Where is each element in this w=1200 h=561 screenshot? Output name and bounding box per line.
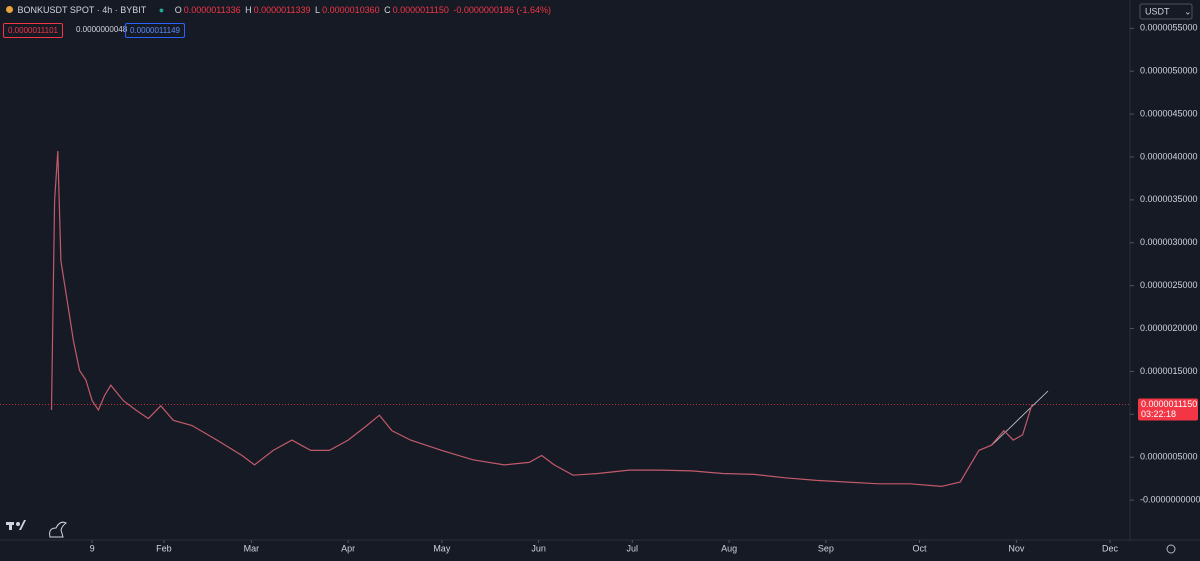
y-tick-label: -0.0000000000 — [1140, 494, 1200, 504]
currency-select[interactable] — [1139, 3, 1193, 20]
status-dot: ● — [158, 5, 165, 15]
ohlc-value: 0.0000011339 — [253, 5, 311, 15]
y-tick-label: 0.0000035000 — [1140, 194, 1198, 204]
x-tick-label: Sep — [818, 543, 834, 553]
x-tick-label: Aug — [721, 543, 737, 553]
symbol: BONKUSDT SPOT · 4h · BYBIT — [17, 5, 147, 15]
sell-button[interactable]: 0.0000011101 — [3, 23, 63, 38]
y-tick-label: 0.0000040000 — [1140, 151, 1198, 161]
y-tick-label: 0.0000020000 — [1140, 323, 1198, 333]
ohlc-label: O — [174, 5, 182, 15]
spread: 0.0000000048 — [76, 25, 128, 34]
x-tick-label: Mar — [244, 543, 260, 553]
last-price-tag — [1138, 398, 1198, 421]
change: -0.0000000186 (-1.64%) — [453, 5, 551, 15]
x-tick-label: Nov — [1008, 543, 1025, 553]
y-tick-label: 0.0000005000 — [1140, 452, 1198, 462]
price-line — [50, 150, 1033, 488]
settings-icon[interactable] — [1166, 544, 1176, 554]
x-tick-label: Oct — [913, 543, 928, 553]
x-tick-label: Jul — [627, 543, 639, 553]
icon[interactable] — [49, 521, 67, 538]
x-tick-label: May — [433, 543, 451, 553]
buy-button[interactable]: 0.0000011149 — [125, 23, 185, 38]
dropdown-caret: ⌄ — [1184, 6, 1192, 16]
x-tick-label: Apr — [341, 543, 355, 553]
y-tick-label: 0.0000025000 — [1140, 280, 1198, 290]
currency[interactable]: USDT — [1145, 6, 1170, 16]
ohlc-value: 0.0000011336 — [183, 5, 241, 15]
coin-icon — [6, 6, 13, 13]
trend-line[interactable] — [991, 390, 1049, 446]
y-tick-label: 0.0000055000 — [1140, 23, 1198, 33]
x-tick-label: Feb — [156, 543, 172, 553]
y-tick-label: 0.0000050000 — [1140, 66, 1198, 76]
ohlc-label: L — [315, 5, 321, 15]
countdown: 03:22:18 — [1141, 409, 1176, 419]
ohlc-label: C — [384, 5, 391, 15]
y-tick-label: 0.0000015000 — [1140, 366, 1198, 376]
ohlc-value: 0.0000011150 — [392, 5, 449, 15]
x-tick-label: Dec — [1102, 543, 1119, 553]
tv-logo[interactable] — [6, 520, 26, 530]
last-price-label: 0.0000011150 — [1141, 399, 1197, 409]
legend: BONKUSDT SPOT · 4h · BYBIT ● O 0.00000113… — [6, 5, 553, 15]
ohlc-value: 0.0000010360 — [322, 5, 380, 15]
ohlc-label: H — [245, 5, 252, 15]
x-tick-label: 9 — [90, 543, 95, 553]
y-tick-label: 0.0000030000 — [1140, 237, 1198, 247]
x-tick-label: Jun — [531, 543, 546, 553]
y-tick-label: 0.0000045000 — [1140, 108, 1198, 118]
